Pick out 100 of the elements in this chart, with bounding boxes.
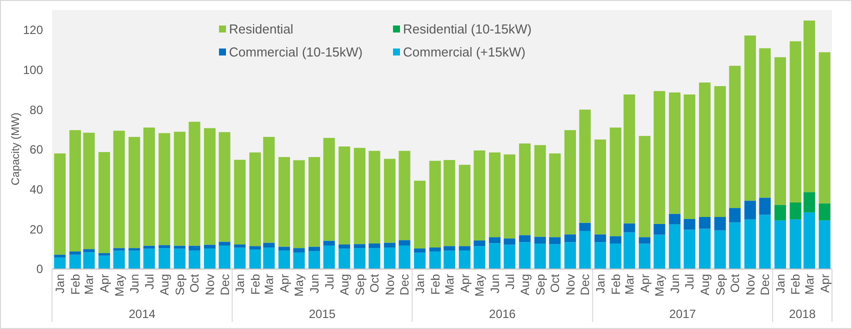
bar	[249, 249, 261, 269]
x-tick-label: Sep	[533, 274, 548, 296]
x-tick-label: Aug	[518, 274, 532, 296]
bar	[699, 228, 711, 269]
bar	[308, 251, 320, 269]
bar	[113, 130, 125, 248]
bar	[278, 246, 290, 250]
bar	[444, 246, 456, 251]
bar	[218, 132, 230, 242]
x-tick-label: Feb	[68, 274, 82, 295]
bar	[354, 148, 366, 244]
bar	[458, 164, 470, 246]
bar	[98, 253, 110, 256]
bar	[293, 160, 305, 248]
x-tick-label: Dec	[398, 274, 412, 296]
bar	[638, 136, 650, 238]
x-tick-label: Apr	[638, 274, 652, 293]
bar	[759, 214, 771, 269]
bar	[564, 242, 576, 269]
bar	[174, 132, 186, 246]
x-tick-label: Aug	[338, 274, 352, 296]
bar	[54, 254, 66, 258]
bar	[338, 146, 350, 244]
y-tick-label: 60	[30, 142, 44, 157]
bar	[549, 244, 561, 269]
x-tick-label: Feb	[788, 274, 803, 295]
bar	[729, 66, 741, 208]
bar	[790, 41, 802, 202]
bar	[113, 250, 125, 269]
x-tick-label: Sep	[172, 274, 187, 296]
bar	[188, 246, 200, 250]
text: 2016	[489, 307, 516, 321]
x-tick-label: Apr	[277, 274, 292, 293]
bar	[579, 110, 591, 223]
bar	[429, 160, 441, 248]
x-tick-label: Jan	[413, 274, 428, 294]
bar	[654, 224, 666, 235]
bar	[398, 240, 410, 246]
bar	[174, 246, 186, 249]
x-tick-label: Jul	[322, 274, 336, 290]
bar	[564, 234, 576, 242]
x-tick-label: Mar	[442, 274, 457, 295]
bar	[610, 236, 622, 244]
bar	[158, 248, 170, 269]
bar	[610, 128, 622, 236]
y-tick-label: 100	[22, 62, 44, 77]
bar	[204, 248, 216, 269]
bar	[249, 152, 261, 246]
bar	[594, 242, 606, 269]
bar	[549, 153, 561, 238]
bar	[638, 244, 650, 269]
bar	[69, 130, 81, 252]
x-tick-label: Nov	[743, 274, 758, 296]
bar	[218, 242, 230, 246]
bar	[519, 235, 531, 242]
bar	[488, 237, 501, 244]
bar	[218, 245, 230, 269]
bar	[610, 244, 622, 269]
bar	[474, 240, 486, 246]
x-tick-label: Feb	[248, 274, 262, 295]
bar	[624, 232, 636, 269]
bar	[174, 248, 186, 269]
bar	[549, 237, 561, 244]
bar	[293, 248, 305, 252]
x-tick-label: Mar	[802, 274, 817, 295]
bar	[69, 254, 81, 269]
x-tick-label: Feb	[428, 274, 442, 295]
bar	[354, 248, 366, 269]
bar	[308, 157, 320, 247]
bar	[699, 217, 711, 229]
bar	[384, 158, 396, 243]
bar	[504, 244, 516, 269]
bar	[774, 220, 786, 269]
bar	[818, 220, 830, 269]
bar	[204, 244, 216, 248]
bar	[249, 246, 261, 250]
bar	[534, 236, 546, 244]
x-tick-label: Jun	[488, 274, 502, 294]
bar	[128, 136, 140, 248]
bar	[69, 251, 81, 255]
bar	[54, 153, 66, 255]
bar	[398, 150, 410, 240]
legend-label: Commercial (+15kW)	[403, 44, 526, 60]
bar	[414, 248, 426, 253]
legend-label: Residential (10-15kW)	[403, 22, 532, 37]
bar	[668, 92, 680, 214]
legend-label: Residential	[229, 22, 294, 37]
bar	[804, 20, 816, 192]
x-tick-label: Jul	[682, 274, 697, 290]
bar	[579, 222, 591, 231]
bar	[714, 86, 726, 217]
bar	[234, 248, 246, 269]
bar	[488, 152, 501, 238]
bar	[368, 150, 380, 244]
bar	[54, 257, 66, 269]
bar	[113, 248, 125, 251]
x-tick-label: May	[112, 274, 126, 297]
bar	[444, 160, 456, 246]
bar	[143, 128, 155, 246]
bar	[128, 248, 140, 251]
